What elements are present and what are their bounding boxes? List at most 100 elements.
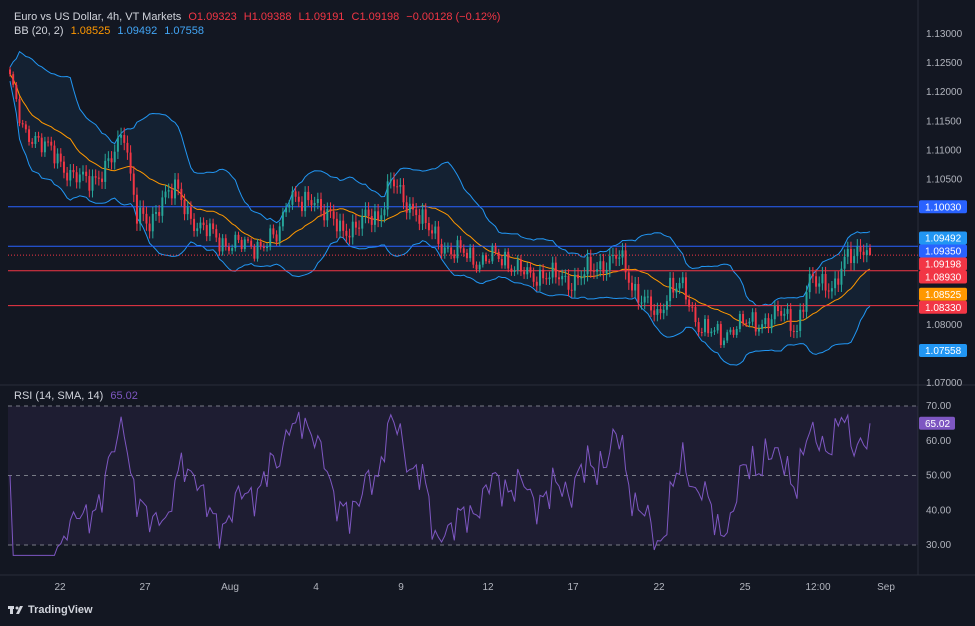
candle-body bbox=[481, 255, 484, 265]
tradingview-logo[interactable]: TradingView bbox=[8, 604, 93, 616]
candle-body bbox=[129, 152, 132, 174]
candle bbox=[573, 267, 576, 298]
candle bbox=[278, 222, 281, 246]
candle bbox=[786, 303, 789, 320]
candle-body bbox=[662, 309, 665, 314]
candle-body bbox=[691, 306, 694, 308]
price-tag-box bbox=[919, 231, 967, 245]
candle bbox=[656, 302, 659, 322]
rsi-label[interactable]: RSI (14, SMA, 14) bbox=[14, 390, 104, 402]
symbol-title[interactable]: Euro vs US Dollar, 4h, VT Markets bbox=[14, 11, 182, 23]
tradingview-logo-icon bbox=[8, 606, 23, 614]
candle-body bbox=[126, 142, 129, 153]
candle bbox=[269, 224, 272, 251]
candle-body bbox=[631, 282, 633, 291]
candle-body bbox=[59, 153, 62, 162]
candle-body bbox=[139, 207, 142, 224]
candle bbox=[653, 303, 656, 322]
candle-body bbox=[329, 209, 332, 212]
candle bbox=[735, 326, 738, 338]
candle bbox=[256, 238, 259, 262]
candle bbox=[37, 131, 40, 142]
candle bbox=[532, 267, 535, 287]
candle-body bbox=[253, 246, 256, 259]
symbol-legend: Euro vs US Dollar, 4h, VT Markets O1.093… bbox=[14, 11, 504, 23]
candle bbox=[113, 144, 116, 170]
bb-label[interactable]: BB (20, 2) bbox=[14, 25, 64, 37]
candle-body bbox=[373, 211, 376, 225]
candle-body bbox=[120, 134, 123, 138]
candle bbox=[859, 239, 862, 260]
candle bbox=[69, 164, 72, 187]
candle-body bbox=[459, 240, 462, 249]
candle-body bbox=[399, 185, 402, 187]
candle-body bbox=[50, 141, 53, 146]
candle-body bbox=[288, 204, 291, 208]
candle-body bbox=[101, 178, 104, 182]
candle bbox=[485, 252, 487, 264]
candle-body bbox=[802, 309, 805, 312]
candle bbox=[507, 248, 510, 273]
candle bbox=[853, 248, 856, 271]
candle bbox=[669, 272, 672, 308]
candle-body bbox=[669, 277, 672, 302]
candle-body bbox=[611, 255, 614, 257]
candle bbox=[18, 95, 21, 127]
candle bbox=[818, 276, 821, 294]
candle-body bbox=[846, 249, 849, 257]
candle bbox=[294, 186, 297, 202]
time-tick-label: 27 bbox=[139, 582, 151, 593]
candle-body bbox=[370, 215, 373, 225]
candle-body bbox=[78, 174, 81, 183]
bb-legend: BB (20, 2) 1.08525 1.09492 1.07558 bbox=[14, 25, 208, 37]
time-axis: 22 27 Aug 4 9 12 17 22 25 12:00 Sep bbox=[54, 582, 895, 593]
candle bbox=[339, 213, 342, 239]
candle bbox=[408, 197, 411, 220]
candle bbox=[796, 324, 798, 339]
candle-body bbox=[637, 283, 640, 303]
candle bbox=[304, 186, 307, 217]
candle-body bbox=[367, 209, 370, 216]
candle bbox=[437, 221, 440, 250]
candle-body bbox=[145, 213, 148, 224]
candle-body bbox=[504, 251, 507, 266]
candle-body bbox=[783, 313, 786, 316]
candle bbox=[761, 319, 764, 334]
candle-body bbox=[621, 250, 624, 258]
candle bbox=[615, 247, 618, 267]
candle bbox=[415, 203, 418, 222]
candle bbox=[91, 169, 94, 198]
candle bbox=[208, 218, 211, 242]
candle-body bbox=[351, 221, 354, 238]
candle-body bbox=[853, 256, 856, 264]
candle-body bbox=[510, 268, 513, 273]
candle bbox=[310, 194, 313, 212]
high-value: H1.09388 bbox=[243, 11, 292, 23]
candle bbox=[862, 244, 865, 263]
candle bbox=[12, 71, 15, 88]
candle bbox=[456, 235, 459, 263]
candle-body bbox=[269, 228, 272, 247]
candle-body bbox=[646, 296, 649, 298]
candle bbox=[742, 310, 745, 327]
candle bbox=[320, 192, 322, 217]
candle bbox=[465, 249, 468, 263]
candle-body bbox=[297, 196, 300, 202]
candle bbox=[732, 327, 735, 338]
candle-body bbox=[580, 277, 583, 279]
candle bbox=[389, 172, 392, 189]
candle bbox=[56, 148, 59, 169]
candle-body bbox=[500, 259, 503, 266]
candle bbox=[34, 131, 37, 148]
candle bbox=[462, 244, 465, 257]
candle-body bbox=[418, 215, 421, 224]
change-value: −0.00128 (−0.12%) bbox=[406, 11, 501, 23]
candle-body bbox=[599, 261, 602, 270]
candle bbox=[262, 243, 265, 252]
candle bbox=[611, 247, 614, 264]
rsi-legend: RSI (14, SMA, 14) 65.02 bbox=[14, 390, 142, 402]
candle-body bbox=[247, 239, 249, 241]
candle-body bbox=[570, 289, 573, 291]
